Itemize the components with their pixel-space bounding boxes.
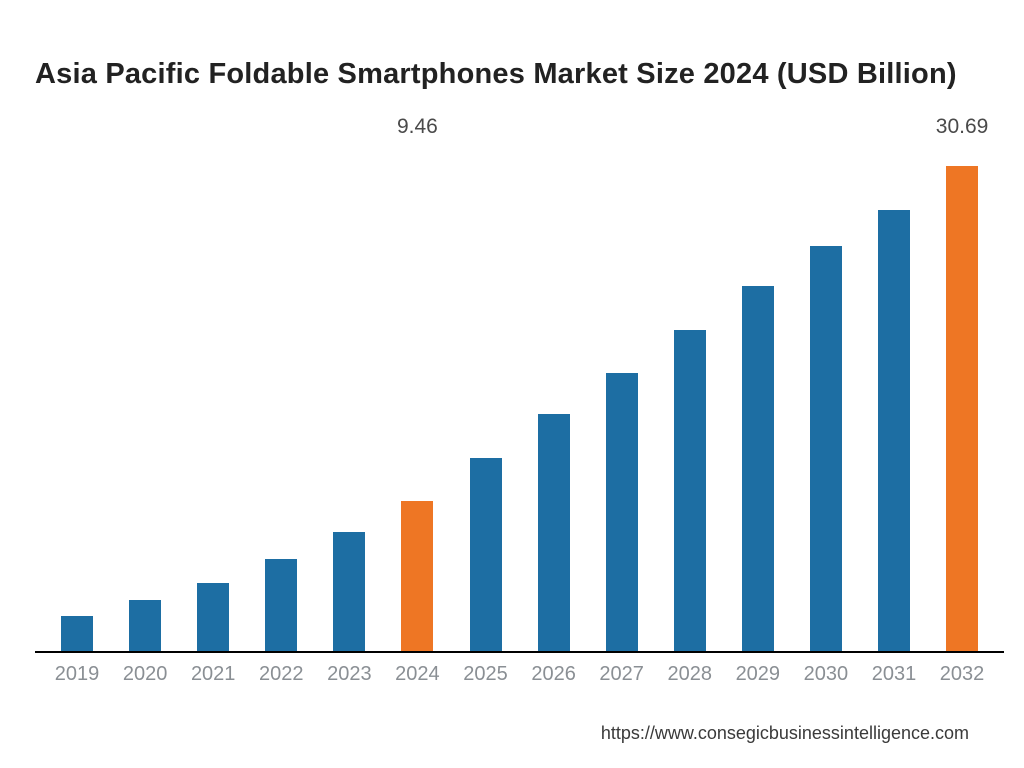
- bar: [538, 414, 570, 651]
- bar: [61, 616, 93, 651]
- x-tick-label: 2023: [315, 653, 383, 688]
- bar-slot: [860, 145, 928, 651]
- source-url: https://www.consegicbusinessintelligence…: [601, 723, 969, 744]
- x-tick-label: 2020: [111, 653, 179, 688]
- x-tick-label: 2024: [383, 653, 451, 688]
- x-tick-label: 2031: [860, 653, 928, 688]
- x-axis: 2019202020212022202320242025202620272028…: [35, 653, 1004, 688]
- bar-value-label: 9.46: [397, 115, 438, 139]
- bar-slot: [179, 145, 247, 651]
- bar: [674, 330, 706, 651]
- x-tick-label: 2026: [520, 653, 588, 688]
- bar: [742, 286, 774, 651]
- bar-slot: [43, 145, 111, 651]
- x-tick-label: 2022: [247, 653, 315, 688]
- bar-slot: 9.46: [383, 145, 451, 651]
- bar: [129, 600, 161, 651]
- bar: [401, 501, 433, 651]
- bar: [946, 166, 978, 651]
- bar-slot: [520, 145, 588, 651]
- chart-container: Asia Pacific Foldable Smartphones Market…: [0, 0, 1024, 768]
- bar-slot: [588, 145, 656, 651]
- x-tick-label: 2030: [792, 653, 860, 688]
- x-tick-label: 2029: [724, 653, 792, 688]
- bar-slot: [656, 145, 724, 651]
- bar-value-label: 30.69: [936, 115, 989, 139]
- x-tick-label: 2028: [656, 653, 724, 688]
- bar: [197, 583, 229, 651]
- chart-title: Asia Pacific Foldable Smartphones Market…: [35, 58, 989, 91]
- bar-slot: [111, 145, 179, 651]
- x-tick-label: 2021: [179, 653, 247, 688]
- bars-group: 9.46 30.69: [35, 145, 1004, 651]
- x-tick-label: 2019: [43, 653, 111, 688]
- bar: [878, 210, 910, 651]
- chart-area: 9.4630.69 201920202021202220232024202520…: [35, 145, 1004, 688]
- bar-slot: [247, 145, 315, 651]
- bar: [333, 532, 365, 651]
- x-tick-label: 2025: [451, 653, 519, 688]
- bar-slot: 30.69: [928, 145, 996, 651]
- bar: [606, 373, 638, 651]
- plot-region: 9.46 30.69: [35, 145, 1004, 653]
- bar-slot: [724, 145, 792, 651]
- bar-slot: [451, 145, 519, 651]
- bar-slot: [792, 145, 860, 651]
- bar: [470, 458, 502, 651]
- x-tick-label: 2027: [588, 653, 656, 688]
- bar-slot: [315, 145, 383, 651]
- x-tick-label: 2032: [928, 653, 996, 688]
- bar: [810, 246, 842, 651]
- bar: [265, 559, 297, 651]
